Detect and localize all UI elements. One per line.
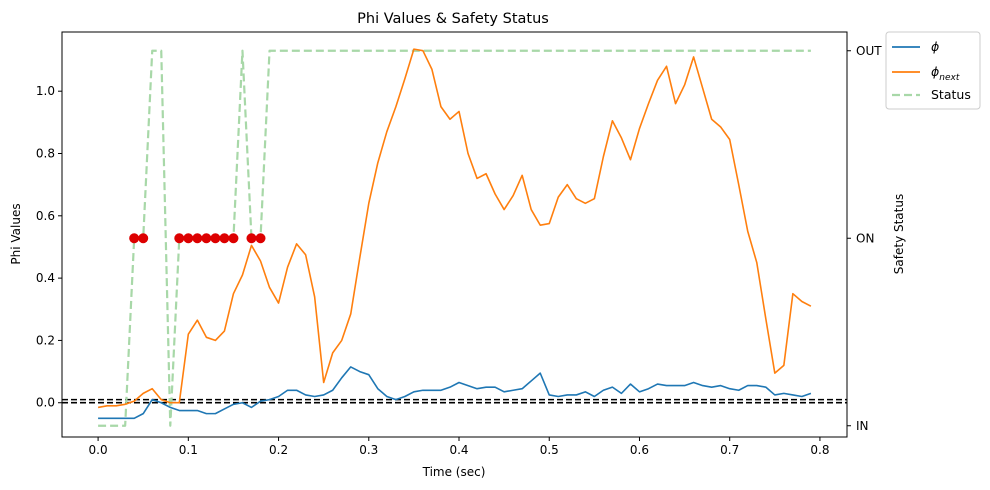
legend-label-1: ϕnext <box>931 64 960 83</box>
x-tick-label-7: 0.7 <box>720 443 739 457</box>
y-axis: 0.0 0.2 0.4 0.6 0.8 1.0 <box>36 84 62 410</box>
status-marker-1 <box>138 233 149 244</box>
x-axis-label: Time (sec) <box>422 465 486 479</box>
legend-label-0: ϕ <box>931 39 939 54</box>
x-tick-label-6: 0.6 <box>630 443 649 457</box>
plot-area <box>62 32 847 437</box>
x-tick-label-8: 0.8 <box>810 443 829 457</box>
x-tick-label-4: 0.4 <box>449 443 468 457</box>
y-tick-label-0: 0.0 <box>36 396 55 410</box>
legend-label-2: Status <box>931 87 971 102</box>
status-marker-10 <box>255 233 266 244</box>
x-axis: 0.0 0.1 0.2 0.3 0.4 0.5 0.6 0.7 0.8 <box>89 437 829 457</box>
chart-title: Phi Values & Safety Status <box>357 11 549 27</box>
status-marker-7 <box>219 233 230 244</box>
y2-tick-label-2: OUT <box>856 44 882 58</box>
status-marker-3 <box>183 233 194 244</box>
status-marker-8 <box>228 233 239 244</box>
y-tick-label-2: 0.4 <box>36 271 55 285</box>
x-tick-label-3: 0.3 <box>359 443 378 457</box>
x-tick-label-1: 0.1 <box>179 443 198 457</box>
status-marker-6 <box>210 233 221 244</box>
y2-axis: IN ON OUT <box>847 44 882 433</box>
y-tick-label-5: 1.0 <box>36 84 55 98</box>
x-tick-label-0: 0.0 <box>89 443 108 457</box>
status-marker-2 <box>174 233 185 244</box>
status-markers <box>129 233 266 244</box>
status-marker-5 <box>201 233 212 244</box>
x-tick-label-2: 0.2 <box>269 443 288 457</box>
y-axis-label: Phi Values <box>9 203 23 264</box>
y2-tick-label-1: ON <box>856 231 874 245</box>
y-tick-label-4: 0.8 <box>36 147 55 161</box>
status-marker-0 <box>129 233 140 244</box>
legend: ϕ ϕnext Status <box>885 31 981 110</box>
y2-tick-label-0: IN <box>856 419 869 433</box>
series-line-1 <box>97 48 812 409</box>
status-marker-9 <box>246 233 257 244</box>
y2-axis-label: Safety Status <box>892 194 906 274</box>
y-tick-label-3: 0.6 <box>36 209 55 223</box>
legend-box <box>885 31 981 110</box>
x-tick-label-5: 0.5 <box>540 443 559 457</box>
status-marker-4 <box>192 233 203 244</box>
y-tick-label-1: 0.2 <box>36 333 55 347</box>
plot-frame <box>61 31 848 438</box>
series-line-0 <box>98 366 812 420</box>
